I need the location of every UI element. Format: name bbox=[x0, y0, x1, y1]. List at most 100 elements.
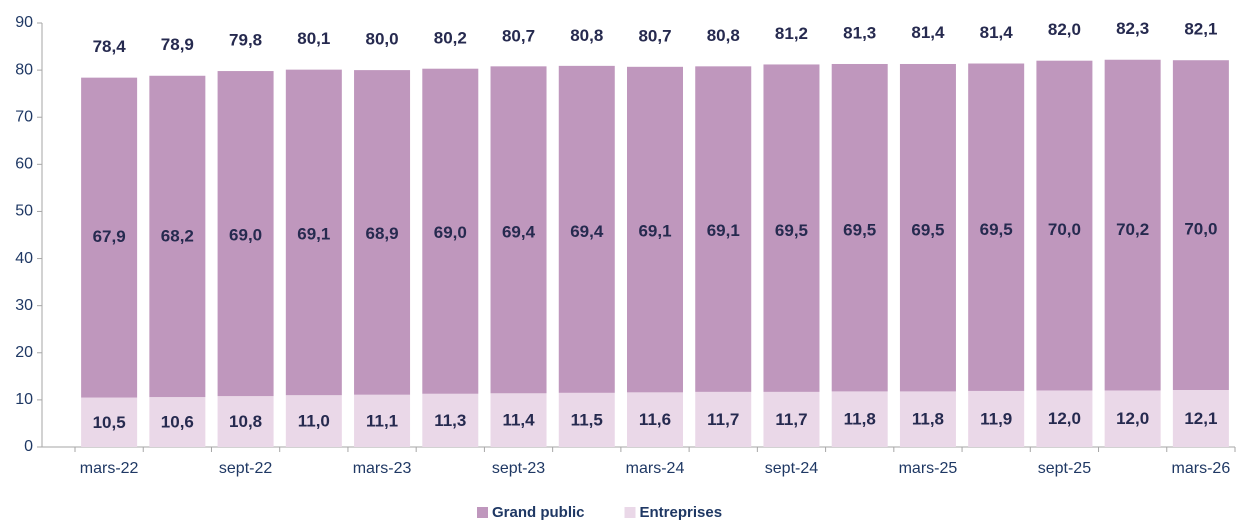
bar-segment bbox=[354, 394, 411, 447]
bar-segment bbox=[968, 63, 1025, 391]
total-label: 79,8 bbox=[229, 31, 262, 50]
data-label: 12,0 bbox=[1116, 409, 1149, 428]
data-label: 11,9 bbox=[980, 409, 1012, 428]
data-label: 10,5 bbox=[93, 413, 126, 432]
x-tick-label: sept-24 bbox=[765, 460, 818, 477]
data-label: 10,8 bbox=[229, 412, 262, 431]
data-label: 69,4 bbox=[570, 222, 604, 241]
total-label: 80,2 bbox=[434, 29, 467, 48]
legend-swatch bbox=[624, 507, 636, 518]
y-tick-label: 10 bbox=[15, 391, 33, 408]
bar-segment bbox=[831, 391, 888, 447]
total-label: 82,3 bbox=[1116, 19, 1149, 38]
total-label: 80,7 bbox=[502, 26, 535, 45]
data-label: 68,9 bbox=[366, 224, 399, 243]
data-label: 69,5 bbox=[980, 220, 1013, 239]
data-label: 69,5 bbox=[911, 221, 944, 240]
y-tick-label: 40 bbox=[15, 250, 33, 267]
data-label: 70,2 bbox=[1116, 220, 1149, 239]
x-tick-label: sept-25 bbox=[1038, 460, 1091, 477]
bar-segment bbox=[217, 71, 274, 397]
bar-segment bbox=[1104, 390, 1161, 447]
total-label: 78,9 bbox=[161, 35, 194, 54]
data-label: 69,1 bbox=[638, 222, 671, 241]
data-label: 69,1 bbox=[297, 224, 330, 243]
bar-segment bbox=[1172, 60, 1229, 390]
bar-segment bbox=[1104, 59, 1161, 391]
x-tick-label: mars-23 bbox=[353, 460, 412, 477]
bar-segment bbox=[1036, 390, 1093, 447]
bar-segment bbox=[81, 397, 138, 447]
data-label: 69,5 bbox=[775, 221, 808, 240]
data-label: 68,2 bbox=[161, 226, 194, 245]
bar-segment bbox=[899, 63, 956, 392]
bar-segment bbox=[558, 65, 615, 393]
data-label: 69,0 bbox=[434, 223, 467, 242]
data-label: 69,4 bbox=[502, 223, 536, 242]
bar-segment bbox=[285, 69, 342, 396]
data-label: 11,7 bbox=[775, 410, 807, 429]
total-label: 80,7 bbox=[638, 26, 671, 45]
total-label: 81,2 bbox=[775, 24, 808, 43]
y-tick-label: 30 bbox=[15, 297, 33, 314]
bar-segment bbox=[899, 391, 956, 447]
x-tick-label: mars-22 bbox=[80, 460, 139, 477]
data-label: 70,0 bbox=[1048, 220, 1081, 239]
bar-segment bbox=[763, 391, 820, 447]
bar-segment bbox=[490, 66, 547, 394]
bar-segment bbox=[1036, 60, 1093, 391]
x-tick-label: mars-24 bbox=[626, 460, 685, 477]
data-label: 12,0 bbox=[1048, 409, 1081, 428]
data-label: 69,5 bbox=[843, 221, 876, 240]
x-tick-label: mars-25 bbox=[899, 460, 958, 477]
data-label: 11,3 bbox=[434, 411, 466, 430]
bar-segment bbox=[149, 75, 206, 398]
bar-segment bbox=[695, 391, 752, 447]
bar-segment bbox=[149, 397, 206, 447]
data-label: 69,1 bbox=[707, 221, 740, 240]
bar-segment bbox=[422, 393, 479, 447]
bar-segment bbox=[968, 390, 1025, 447]
legend-label: Entreprises bbox=[640, 504, 723, 521]
y-tick-label: 70 bbox=[15, 108, 33, 125]
bar-segment bbox=[81, 77, 138, 398]
total-label: 81,3 bbox=[843, 23, 876, 42]
data-label: 11,0 bbox=[298, 412, 330, 431]
legend-swatch bbox=[477, 507, 488, 518]
data-label: 11,4 bbox=[502, 411, 535, 430]
legend-label: Grand public bbox=[492, 504, 585, 521]
bar-segment bbox=[831, 63, 888, 392]
y-tick-label: 90 bbox=[15, 14, 33, 31]
bar-segment bbox=[422, 68, 479, 394]
data-label: 69,0 bbox=[229, 225, 262, 244]
data-label: 11,8 bbox=[844, 410, 876, 429]
bar-segment bbox=[490, 393, 547, 447]
data-label: 11,7 bbox=[707, 410, 739, 429]
x-tick-label: sept-22 bbox=[219, 460, 272, 477]
bar-segment bbox=[1172, 389, 1229, 447]
x-tick-label: sept-23 bbox=[492, 460, 545, 477]
data-label: 10,6 bbox=[161, 413, 194, 432]
data-label: 67,9 bbox=[93, 227, 126, 246]
bar-segment bbox=[217, 396, 274, 447]
bar-segment bbox=[285, 395, 342, 447]
total-label: 81,4 bbox=[980, 23, 1014, 42]
y-tick-label: 60 bbox=[15, 156, 33, 173]
total-label: 82,0 bbox=[1048, 20, 1081, 39]
total-label: 80,8 bbox=[570, 26, 603, 45]
total-label: 80,1 bbox=[297, 29, 330, 48]
total-label: 82,1 bbox=[1184, 20, 1217, 39]
data-label: 11,1 bbox=[366, 411, 398, 430]
data-label: 70,0 bbox=[1184, 219, 1217, 238]
bar-segment bbox=[763, 64, 820, 392]
x-tick-label: mars-26 bbox=[1172, 460, 1231, 477]
total-label: 80,0 bbox=[366, 30, 399, 49]
bar-segment bbox=[354, 70, 411, 395]
y-tick-label: 50 bbox=[15, 203, 33, 220]
data-label: 11,8 bbox=[912, 410, 944, 429]
bar-segment bbox=[627, 66, 683, 393]
y-tick-label: 80 bbox=[15, 61, 33, 78]
data-label: 11,5 bbox=[571, 410, 603, 429]
total-label: 81,4 bbox=[911, 23, 945, 42]
